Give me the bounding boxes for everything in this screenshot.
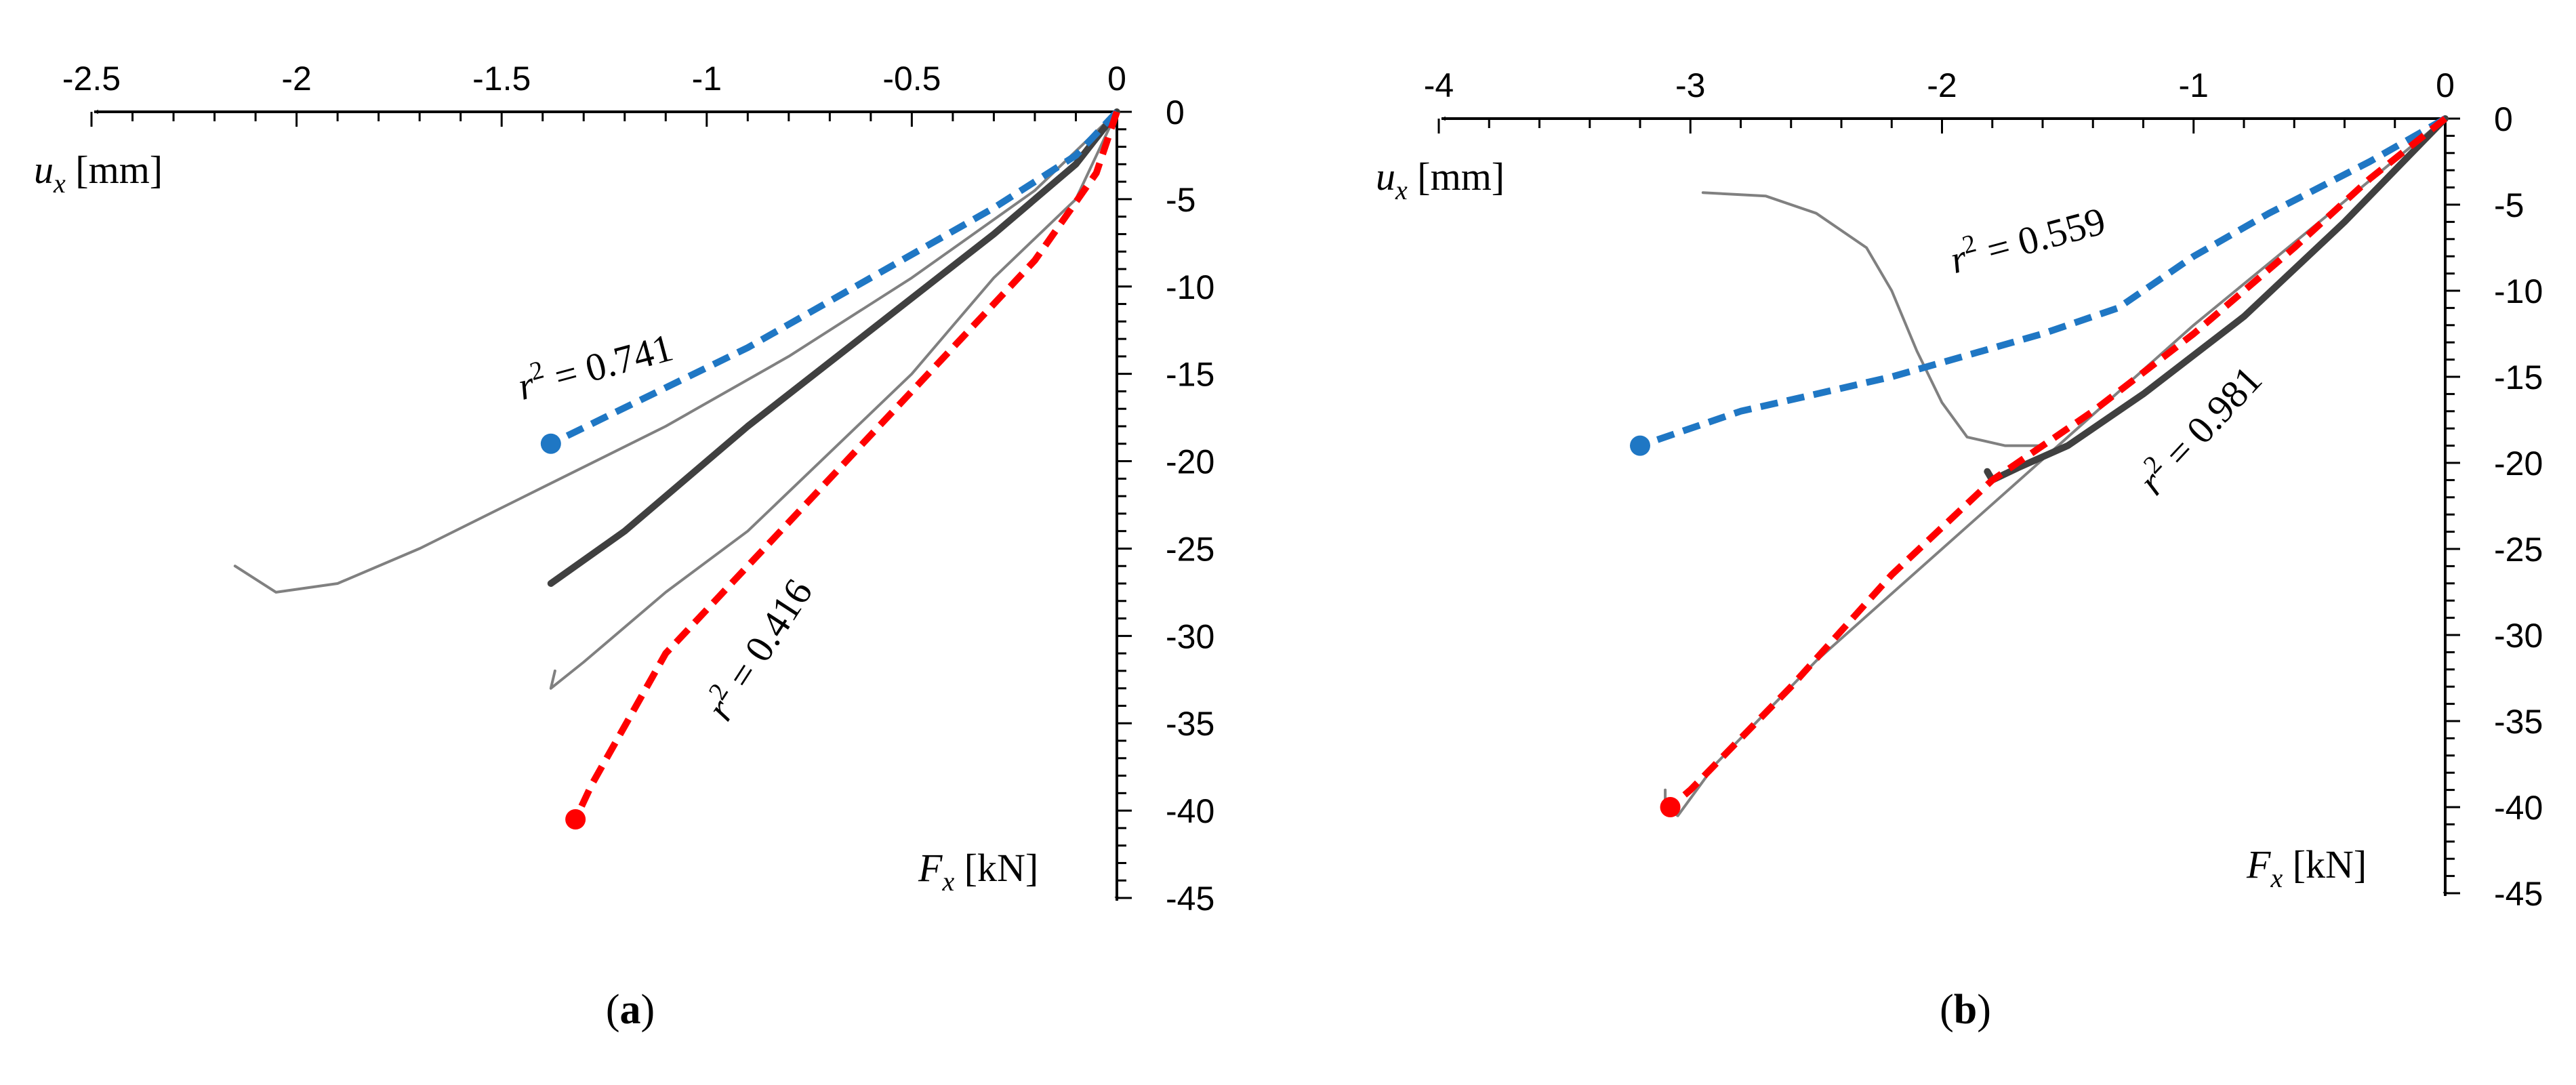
x-tick-label: -2.5: [62, 60, 121, 98]
series-line-model-blue: [549, 109, 1120, 447]
x-axis-unit: [mm]: [66, 148, 163, 192]
series-endpoint-model-blue: [540, 433, 561, 454]
y-axis-symbol: F: [918, 846, 943, 890]
y-axis-subscript: x: [941, 866, 954, 897]
y-tick-label: -10: [1166, 268, 1214, 306]
y-tick-label: -45: [2494, 875, 2543, 913]
r2-annotation: r2 = 0.981: [2127, 355, 2270, 504]
y-tick-label: -20: [2494, 445, 2543, 483]
panel-label-close-paren: ): [1977, 987, 1991, 1033]
series-endpoint-model-red: [1660, 797, 1681, 817]
x-axis-symbol: u: [1376, 155, 1395, 199]
series-endpoint-model-blue: [1630, 435, 1650, 456]
chart-panel-a: -2.5 -2 -1.5 -1 -0.5 0 0 -5 -10 -15 -20 -25 -30 -35 -4…: [34, 60, 1214, 1033]
x-tick-label: 0: [2436, 66, 2455, 104]
y-axis-symbol: F: [2246, 842, 2271, 886]
y-tick-label: -5: [1166, 181, 1195, 219]
y-tick-label: -35: [2494, 703, 2543, 741]
x-tick-label: -2: [1927, 66, 1957, 104]
x-tick-label: -2: [281, 60, 311, 98]
panel-label-close-paren: ): [641, 987, 655, 1033]
y-tick-label: 0: [1166, 94, 1185, 131]
x-axis-subscript: x: [53, 168, 66, 199]
panel-label-letter: b: [1954, 987, 1977, 1033]
y-tick-label: -15: [1166, 356, 1214, 394]
x-tick-label: 0: [1107, 60, 1126, 98]
y-axis-subscript: x: [2270, 863, 2283, 893]
series-line-experimental-upper: [233, 110, 1118, 594]
y-tick-label: -45: [1166, 880, 1214, 918]
x-tick-label: -0.5: [882, 60, 941, 98]
series-line-experimental-lower: [549, 110, 1118, 690]
x-tick-label: -1: [692, 60, 722, 98]
series-line-experimental-upper: [1701, 191, 2044, 447]
y-tick-label: -30: [1166, 617, 1214, 655]
panel-label-open-paren: (: [606, 987, 620, 1033]
y-tick-label: -20: [1166, 443, 1214, 481]
series-line-model-red: [1668, 116, 2448, 810]
y-tick-label: -10: [2494, 272, 2543, 310]
r2-value: = 0.741: [540, 325, 677, 402]
x-tick-label: -3: [1675, 66, 1705, 104]
x-tick-label: -1.5: [472, 60, 531, 98]
x-axis-unit: [mm]: [1408, 155, 1505, 199]
r2-value: = 0.559: [1973, 199, 2110, 275]
panel-label-letter: a: [620, 987, 641, 1033]
r2-annotation: r2 = 0.416: [695, 569, 821, 728]
x-axis-label: ux [mm]: [34, 148, 163, 199]
y-tick-label: -40: [2494, 789, 2543, 827]
series-line-model-red: [572, 110, 1120, 821]
x-tick-label: -1: [2179, 66, 2209, 104]
y-tick-label: -25: [2494, 531, 2543, 569]
y-tick-label: -25: [1166, 530, 1214, 568]
panel-label: (a): [606, 987, 655, 1033]
y-axis-unit: [kN]: [2283, 842, 2367, 886]
y-tick-label: -15: [2494, 359, 2543, 396]
x-axis-label: ux [mm]: [1376, 155, 1505, 205]
x-axis-subscript: x: [1395, 175, 1408, 205]
y-tick-label: -30: [2494, 617, 2543, 655]
r2-value: = 0.416: [713, 571, 821, 705]
series-line-mean-response: [547, 108, 1120, 587]
x-axis-symbol: u: [34, 148, 54, 192]
x-tick-label: -4: [1424, 66, 1454, 104]
y-tick-label: -40: [1166, 792, 1214, 830]
y-axis-label: Fx [kN]: [918, 846, 1038, 897]
series-line-model-blue: [1639, 115, 2447, 449]
panel-label: (b): [1940, 987, 1991, 1033]
y-tick-label: -35: [1166, 705, 1214, 743]
y-tick-label: 0: [2494, 100, 2513, 138]
series-endpoint-model-red: [565, 809, 586, 830]
r2-annotation: r2 = 0.559: [1944, 195, 2110, 282]
y-axis-label: Fx [kN]: [2246, 842, 2367, 893]
y-axis-unit: [kN]: [954, 846, 1038, 890]
panel-label-open-paren: (: [1940, 987, 1954, 1033]
y-tick-label: -5: [2494, 186, 2524, 224]
